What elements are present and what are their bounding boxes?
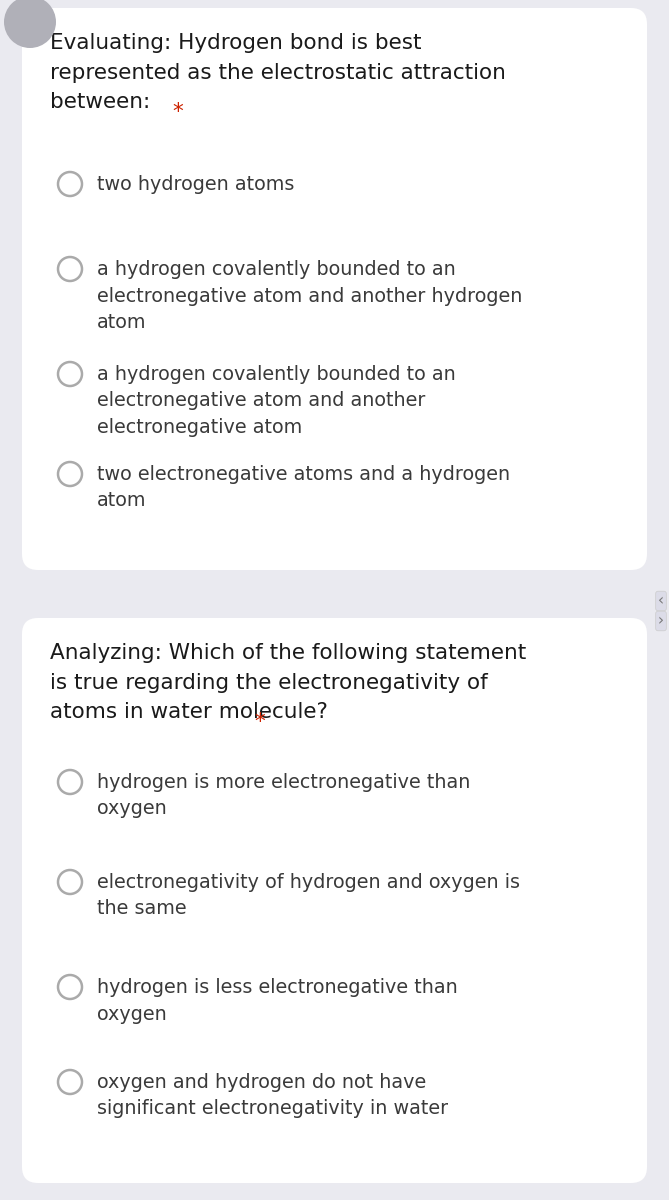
Text: Evaluating: Hydrogen bond is best
represented as the electrostatic attraction
be: Evaluating: Hydrogen bond is best repres… xyxy=(50,32,506,113)
Circle shape xyxy=(58,870,82,894)
Circle shape xyxy=(58,1070,82,1094)
Text: *: * xyxy=(172,102,183,122)
Circle shape xyxy=(58,172,82,196)
FancyBboxPatch shape xyxy=(22,618,647,1183)
Text: a hydrogen covalently bounded to an
electronegative atom and another hydrogen
at: a hydrogen covalently bounded to an elec… xyxy=(97,260,522,332)
Circle shape xyxy=(58,462,82,486)
Circle shape xyxy=(58,257,82,281)
Text: two electronegative atoms and a hydrogen
atom: two electronegative atoms and a hydrogen… xyxy=(97,464,510,510)
Circle shape xyxy=(58,974,82,998)
Text: electronegativity of hydrogen and oxygen is
the same: electronegativity of hydrogen and oxygen… xyxy=(97,874,520,918)
Text: hydrogen is more electronegative than
oxygen: hydrogen is more electronegative than ox… xyxy=(97,773,470,818)
Text: hydrogen is less electronegative than
oxygen: hydrogen is less electronegative than ox… xyxy=(97,978,458,1024)
Text: two hydrogen atoms: two hydrogen atoms xyxy=(97,175,294,194)
Text: *: * xyxy=(254,712,265,732)
Circle shape xyxy=(58,770,82,794)
Text: oxygen and hydrogen do not have
significant electronegativity in water: oxygen and hydrogen do not have signific… xyxy=(97,1073,448,1118)
Text: Analyzing: Which of the following statement
is true regarding the electronegativ: Analyzing: Which of the following statem… xyxy=(50,643,527,722)
Text: ›: › xyxy=(658,613,664,629)
Text: ‹: ‹ xyxy=(658,594,664,608)
Text: a hydrogen covalently bounded to an
electronegative atom and another
electronega: a hydrogen covalently bounded to an elec… xyxy=(97,365,456,437)
Circle shape xyxy=(4,0,56,48)
Circle shape xyxy=(58,362,82,386)
FancyBboxPatch shape xyxy=(22,8,647,570)
